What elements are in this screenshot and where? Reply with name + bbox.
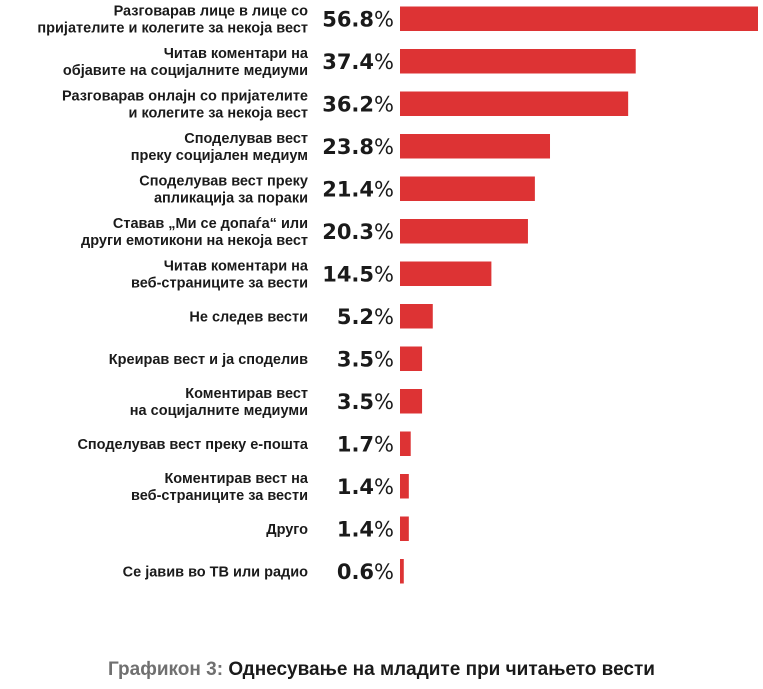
bar xyxy=(400,559,404,584)
bar xyxy=(400,176,535,201)
category-label-line: Коментирав вест xyxy=(185,386,308,402)
category-label: Споделував вест преку социјален медиум xyxy=(131,131,308,164)
data-label-unit: % xyxy=(374,475,394,499)
data-label-unit: % xyxy=(374,560,394,584)
data-label-unit: % xyxy=(374,7,394,31)
bar xyxy=(400,49,636,74)
category-label-line: веб-страниците за вести xyxy=(131,488,308,504)
data-label-value: 3.5 xyxy=(337,390,374,414)
data-label: 37.4% xyxy=(322,50,394,74)
data-label: 20.3% xyxy=(322,220,394,244)
caption-prefix: Графикон 3: xyxy=(108,659,224,680)
bar xyxy=(400,6,758,31)
bar xyxy=(400,516,409,541)
data-label: 21.4% xyxy=(322,177,394,201)
data-label: 1.4% xyxy=(337,475,394,499)
category-label-line: Читав коментари на xyxy=(164,46,309,62)
data-label: 0.6% xyxy=(337,560,394,584)
bar-chart: Разговарав лице в лице со пријателите и к… xyxy=(37,3,758,584)
category-label-line: апликација за пораки xyxy=(154,190,308,206)
data-label-value: 14.5 xyxy=(322,262,374,286)
category-label: Ставав „Ми се допаѓа“ или други емотикони… xyxy=(81,216,308,249)
data-label: 56.8% xyxy=(322,7,394,31)
category-label: Разговарав онлајн со пријателите и колеги… xyxy=(62,88,308,121)
category-label-line: пријателите и колегите за некоја вест xyxy=(37,20,308,36)
category-label-line: други емотикони на некоја вест xyxy=(81,233,308,249)
data-label: 14.5% xyxy=(322,262,394,286)
category-label: Креирав вест и ја споделив xyxy=(109,352,308,368)
data-label-unit: % xyxy=(374,135,394,159)
category-label-line: Ставав „Ми се допаѓа“ или xyxy=(113,216,308,232)
data-label-value: 20.3 xyxy=(322,220,374,244)
bar xyxy=(400,304,433,329)
bar xyxy=(400,219,528,244)
category-label: Читав коментари на објавите на социјалнит… xyxy=(63,46,309,79)
data-label: 3.5% xyxy=(337,347,394,371)
data-label-value: 1.7 xyxy=(337,432,374,456)
category-label: Читав коментари на веб-страниците за вест… xyxy=(131,258,309,291)
data-label-unit: % xyxy=(374,305,394,329)
category-label-line: Креирав вест и ја споделив xyxy=(109,352,308,368)
data-label: 5.2% xyxy=(337,305,394,329)
data-label-unit: % xyxy=(374,50,394,74)
data-label-value: 23.8 xyxy=(322,135,374,159)
category-label: Коментирав вест на социјалните медиуми xyxy=(130,386,308,419)
category-label-line: веб-страниците за вести xyxy=(131,275,308,291)
category-label-line: Разговарав онлајн со пријателите xyxy=(62,88,308,104)
chart-caption: Графикон 3: Однесување на младите при чи… xyxy=(0,659,763,681)
data-label-unit: % xyxy=(374,262,394,286)
category-label-line: Споделував вест преку е-пошта xyxy=(77,437,308,453)
data-label: 1.4% xyxy=(337,517,394,541)
data-label-unit: % xyxy=(374,347,394,371)
category-label-line: Читав коментари на xyxy=(164,258,309,274)
data-label-unit: % xyxy=(374,432,394,456)
category-label-line: Коментирав вест на xyxy=(164,471,308,487)
data-label-value: 0.6 xyxy=(337,560,374,584)
data-label-value: 1.4 xyxy=(337,517,374,541)
category-label-line: Споделував вест преку xyxy=(139,173,308,189)
bar xyxy=(400,389,423,414)
data-label-value: 36.2 xyxy=(322,92,374,116)
category-label: Се јавив во ТВ или радио xyxy=(123,564,308,580)
data-label-unit: % xyxy=(374,177,394,201)
category-label-line: Споделував вест xyxy=(184,131,308,147)
category-label: Друго xyxy=(266,522,308,538)
data-label-value: 3.5 xyxy=(337,347,374,371)
category-label-line: Не следев вести xyxy=(189,309,308,325)
category-label: Споделував вест преку апликација за порак… xyxy=(139,173,308,206)
caption-title: Однесување на младите при читањето вести xyxy=(228,659,655,680)
category-label-line: Друго xyxy=(266,522,308,538)
data-label-unit: % xyxy=(374,92,394,116)
category-label-line: на социјалните медиуми xyxy=(130,403,308,419)
data-label: 36.2% xyxy=(322,92,394,116)
category-label: Разговарав лице в лице со пријателите и к… xyxy=(37,3,308,36)
bar xyxy=(400,134,551,159)
category-label: Не следев вести xyxy=(189,309,308,325)
category-label-line: и колегите за некоја вест xyxy=(129,105,308,121)
category-label: Коментирав вест на веб-страниците за вест… xyxy=(131,471,309,504)
data-label-value: 37.4 xyxy=(322,50,374,74)
category-label-line: објавите на социјалните медиуми xyxy=(63,63,308,79)
bar xyxy=(400,474,409,499)
data-label-value: 56.8 xyxy=(322,7,374,31)
bar xyxy=(400,261,492,286)
data-label-unit: % xyxy=(374,517,394,541)
category-label-line: преку социјален медиум xyxy=(131,148,308,164)
data-label-unit: % xyxy=(374,220,394,244)
data-label-unit: % xyxy=(374,390,394,414)
bar xyxy=(400,91,629,116)
category-label-line: Разговарав лице в лице со xyxy=(114,3,309,19)
data-label-value: 21.4 xyxy=(322,177,374,201)
category-label-line: Се јавив во ТВ или радио xyxy=(123,564,308,580)
data-label: 23.8% xyxy=(322,135,394,159)
category-label: Споделував вест преку е-пошта xyxy=(77,437,308,453)
data-label-value: 1.4 xyxy=(337,475,374,499)
data-label: 1.7% xyxy=(337,432,394,456)
bar xyxy=(400,346,423,371)
data-label: 3.5% xyxy=(337,390,394,414)
data-label-value: 5.2 xyxy=(337,305,374,329)
bar xyxy=(400,431,411,456)
